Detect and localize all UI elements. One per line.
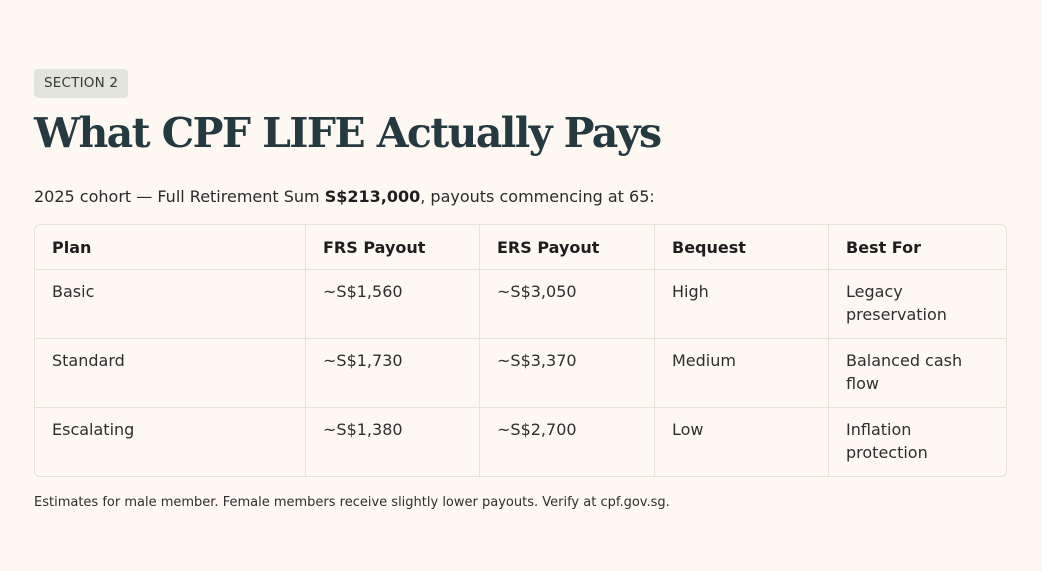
- cell-best-for: Legacy preservation: [829, 270, 1006, 339]
- footnote: Estimates for male member. Female member…: [34, 494, 670, 510]
- cell-ers-payout: ~S$3,050: [480, 269, 655, 339]
- cell-frs-payout: ~S$1,730: [306, 338, 480, 408]
- cell-bequest: High: [655, 269, 829, 339]
- cell-bequest: Medium: [655, 338, 829, 408]
- cell-plan: Basic: [35, 269, 306, 339]
- column-header-plan: Plan: [35, 225, 306, 270]
- table-header-row: Plan FRS Payout ERS Payout Bequest Best …: [35, 225, 1006, 270]
- table-row: Escalating ~S$1,380 ~S$2,700 Low Inflati…: [35, 407, 1006, 476]
- cell-plan: Standard: [35, 338, 306, 408]
- cell-best-for: Balanced cash flow: [829, 339, 1006, 408]
- cell-best-for: Inflation protection: [846, 419, 928, 463]
- cell-ers-payout: ~S$2,700: [480, 407, 655, 476]
- section-badge: SECTION 2: [34, 69, 129, 98]
- cell-ers-payout: ~S$3,370: [480, 338, 655, 408]
- intro-text-after: , payouts commencing at 65:: [420, 187, 655, 206]
- cell-plan: Escalating: [35, 407, 306, 476]
- cell-frs-payout: ~S$1,560: [306, 269, 480, 339]
- column-header-bequest: Bequest: [655, 225, 829, 270]
- table-row: Basic ~S$1,560 ~S$3,050 High Legacy pres…: [35, 269, 1006, 339]
- cell-bequest: Low: [655, 407, 829, 476]
- intro-text-before: 2025 cohort — Full Retirement Sum: [34, 187, 325, 206]
- column-header-ers-payout: ERS Payout: [480, 225, 655, 270]
- cpf-life-payout-table: Plan FRS Payout ERS Payout Bequest Best …: [34, 224, 1007, 477]
- table-row: Standard ~S$1,730 ~S$3,370 Medium Balanc…: [35, 338, 1006, 408]
- column-header-frs-payout: FRS Payout: [306, 225, 480, 270]
- full-retirement-sum-value: S$213,000: [324, 187, 421, 206]
- section-container: SECTION 2 What CPF LIFE Actually Pays 20…: [34, 69, 1007, 525]
- column-header-best-for: Best For: [829, 225, 1006, 270]
- intro-text: 2025 cohort — Full Retirement Sum S$213,…: [34, 186, 1005, 208]
- cell-frs-payout: ~S$1,380: [306, 407, 480, 476]
- section-title: What CPF LIFE Actually Pays: [34, 109, 662, 157]
